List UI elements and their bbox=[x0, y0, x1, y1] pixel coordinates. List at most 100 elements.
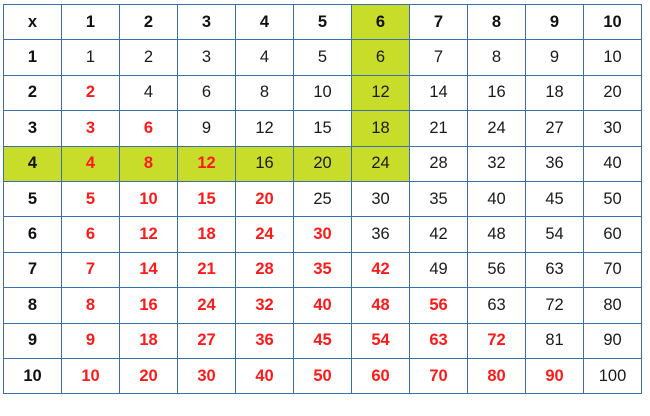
table-cell: 36 bbox=[525, 145, 584, 182]
table-row: 1 1 2 3 4 5 6 7 8 9 10 bbox=[3, 39, 642, 76]
table-cell: 21 bbox=[177, 251, 236, 289]
table-cell: 12 bbox=[119, 216, 178, 253]
table-cell: 2 bbox=[119, 39, 178, 76]
table-cell: 20 bbox=[583, 74, 642, 112]
table-cell: 80 bbox=[583, 287, 642, 324]
row-header: 9 bbox=[3, 322, 62, 359]
table-cell: 10 bbox=[583, 39, 642, 76]
row-header: 3 bbox=[3, 110, 62, 147]
table-cell-highlighted: 20 bbox=[293, 145, 352, 182]
column-header: 7 bbox=[409, 3, 468, 41]
table-cell: 12 bbox=[235, 110, 294, 147]
table-cell: 18 bbox=[119, 322, 178, 359]
table-cell: 36 bbox=[351, 216, 410, 253]
table-cell: 24 bbox=[467, 110, 526, 147]
table-row: 5 5 10 15 20 25 30 35 40 45 50 bbox=[3, 180, 642, 218]
table-cell: 27 bbox=[525, 110, 584, 147]
table-cell: 100 bbox=[583, 357, 642, 395]
table-cell: 6 bbox=[177, 74, 236, 112]
table-cell: 49 bbox=[409, 251, 468, 289]
table-cell: 50 bbox=[583, 180, 642, 218]
table-cell: 21 bbox=[409, 110, 468, 147]
table-cell: 72 bbox=[467, 322, 526, 359]
table-body: x 1 2 3 4 5 6 7 8 9 10 1 1 2 3 4 5 6 7 8… bbox=[3, 3, 642, 395]
table-row: 6 6 12 18 24 30 36 42 48 54 60 bbox=[3, 216, 642, 253]
table-cell: 56 bbox=[467, 251, 526, 289]
table-cell: 40 bbox=[235, 357, 294, 395]
table-cell: 54 bbox=[525, 216, 584, 253]
table-row: 3 3 6 9 12 15 18 21 24 27 30 bbox=[3, 110, 642, 147]
table-cell: 10 bbox=[293, 74, 352, 112]
table-cell: 80 bbox=[467, 357, 526, 395]
table-cell: 16 bbox=[119, 287, 178, 324]
table-cell: 10 bbox=[119, 180, 178, 218]
table-cell: 35 bbox=[293, 251, 352, 289]
row-header-highlighted: 4 bbox=[3, 145, 62, 182]
table-cell: 30 bbox=[177, 357, 236, 395]
table-cell: 10 bbox=[61, 357, 120, 395]
table-cell: 54 bbox=[351, 322, 410, 359]
table-cell: 56 bbox=[409, 287, 468, 324]
table-cell: 60 bbox=[351, 357, 410, 395]
table-cell: 24 bbox=[177, 287, 236, 324]
row-header: 10 bbox=[3, 357, 62, 395]
table-cell-highlighted: 8 bbox=[119, 145, 178, 182]
table-cell: 14 bbox=[119, 251, 178, 289]
row-header: 6 bbox=[3, 216, 62, 253]
table-cell: 18 bbox=[177, 216, 236, 253]
table-cell: 70 bbox=[409, 357, 468, 395]
table-cell: 15 bbox=[293, 110, 352, 147]
column-header: 2 bbox=[119, 3, 178, 41]
row-header: 5 bbox=[3, 180, 62, 218]
table-cell: 35 bbox=[409, 180, 468, 218]
table-row: 2 2 4 6 8 10 12 14 16 18 20 bbox=[3, 74, 642, 112]
table-cell: 5 bbox=[61, 180, 120, 218]
table-cell: 90 bbox=[583, 322, 642, 359]
table-cell-highlighted: 18 bbox=[351, 110, 410, 147]
table-cell: 48 bbox=[351, 287, 410, 324]
table-cell: 90 bbox=[525, 357, 584, 395]
table-cell: 63 bbox=[409, 322, 468, 359]
table-cell: 42 bbox=[409, 216, 468, 253]
table-cell: 28 bbox=[409, 145, 468, 182]
table-cell: 3 bbox=[61, 110, 120, 147]
table-cell: 42 bbox=[351, 251, 410, 289]
table-cell: 9 bbox=[525, 39, 584, 76]
table-cell: 63 bbox=[467, 287, 526, 324]
table-cell: 7 bbox=[61, 251, 120, 289]
column-header: 10 bbox=[583, 3, 642, 41]
table-cell: 45 bbox=[293, 322, 352, 359]
column-header: 4 bbox=[235, 3, 294, 41]
table-cell: 30 bbox=[293, 216, 352, 253]
table-cell: 4 bbox=[235, 39, 294, 76]
table-cell: 2 bbox=[61, 74, 120, 112]
table-row: 8 8 16 24 32 40 48 56 63 72 80 bbox=[3, 287, 642, 324]
table-cell: 24 bbox=[235, 216, 294, 253]
column-header: 1 bbox=[61, 3, 120, 41]
table-cell: 20 bbox=[235, 180, 294, 218]
table-cell: 18 bbox=[525, 74, 584, 112]
column-header: 3 bbox=[177, 3, 236, 41]
table-row-highlighted: 4 4 8 12 16 20 24 28 32 36 40 bbox=[3, 145, 642, 182]
table-row: 7 7 14 21 28 35 42 49 56 63 70 bbox=[3, 251, 642, 289]
table-cell-highlighted: 16 bbox=[235, 145, 294, 182]
table-cell: 28 bbox=[235, 251, 294, 289]
table-cell: 8 bbox=[61, 287, 120, 324]
row-header: 8 bbox=[3, 287, 62, 324]
table-cell: 15 bbox=[177, 180, 236, 218]
column-header: 8 bbox=[467, 3, 526, 41]
table-cell-highlighted: 12 bbox=[177, 145, 236, 182]
table-cell: 16 bbox=[467, 74, 526, 112]
table-cell-highlighted: 24 bbox=[351, 145, 410, 182]
table-cell: 5 bbox=[293, 39, 352, 76]
corner-cell: x bbox=[3, 3, 62, 41]
table-cell: 40 bbox=[583, 145, 642, 182]
table-cell: 48 bbox=[467, 216, 526, 253]
table-cell: 30 bbox=[351, 180, 410, 218]
table-cell: 6 bbox=[61, 216, 120, 253]
table-cell: 50 bbox=[293, 357, 352, 395]
table-cell: 40 bbox=[293, 287, 352, 324]
table-cell: 32 bbox=[467, 145, 526, 182]
row-header: 1 bbox=[3, 39, 62, 76]
table-cell: 27 bbox=[177, 322, 236, 359]
